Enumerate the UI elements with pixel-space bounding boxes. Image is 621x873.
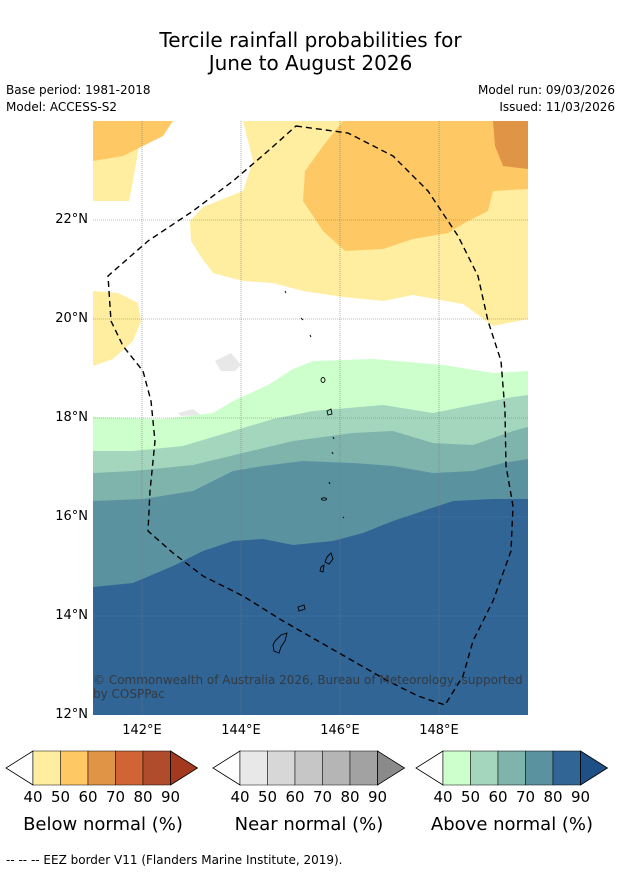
lon-label-148e: 148°E: [419, 723, 459, 738]
below-normal-50-60-region-nw: [93, 121, 173, 161]
tick-near-40: 40: [230, 788, 250, 806]
colorbar-near-normal-extend-high: [377, 750, 406, 786]
tick-above-50: 50: [460, 788, 481, 806]
lat-label-16n: 16°N: [55, 509, 88, 524]
below-normal-60-70-region-ne: [493, 121, 528, 169]
colorbar-below-normal-extend-low: [5, 750, 34, 786]
colorbar-below-normal-segment-50-60: [60, 750, 89, 786]
colorbar-above-normal-segment-50-60: [470, 750, 499, 786]
rainfall-probability-map: [93, 121, 528, 715]
colorbar-below-normal: [5, 750, 199, 786]
model-name: Model: ACCESS-S2: [6, 100, 118, 114]
colorbar-near-normal-segment-70-80: [322, 750, 351, 786]
colorbar-below-normal-segment-70-80: [115, 750, 144, 786]
colorbar-near-normal-segment-40-50: [239, 750, 268, 786]
tick-above-60: 60: [488, 788, 508, 806]
colorbar-below-normal-segments: [5, 750, 199, 786]
lat-label-22n: 22°N: [55, 212, 88, 227]
map-gridlines: [93, 121, 528, 715]
tick-above-80: 80: [543, 788, 563, 806]
tick-below-40: 40: [23, 788, 43, 806]
tick-below-50: 50: [50, 788, 71, 806]
colorbar-near-normal-segments: [212, 750, 406, 786]
tick-near-70: 70: [312, 788, 333, 806]
colorbar-above-normal-extend-high: [580, 750, 609, 786]
colorbar-above-normal-segments: [415, 750, 609, 786]
lon-label-144e: 144°E: [221, 723, 261, 738]
lat-label-20n: 20°N: [55, 311, 88, 326]
colorbar-above-normal: [415, 750, 609, 786]
eez-border-line: [107, 125, 514, 706]
colorbar-near-normal: [212, 750, 406, 786]
colorbar-below-normal-label: Below normal (%): [23, 814, 183, 835]
tick-below-70: 70: [105, 788, 126, 806]
below-normal-40-50-region-sw: [93, 291, 141, 366]
copyright-text: © Commonwealth of Australia 2026, Bureau…: [93, 673, 523, 701]
tick-below-80: 80: [133, 788, 153, 806]
colorbar-below-normal-segment-40-50: [32, 750, 61, 786]
above-normal-80-90-region: [93, 499, 528, 715]
colorbar-above-normal-segment-40-50: [442, 750, 471, 786]
tick-above-90: 90: [570, 788, 591, 806]
colorbar-above-normal-segment-60-70: [497, 750, 526, 786]
island-outlines: [272, 290, 345, 654]
colorbar-below-normal-segment-60-70: [87, 750, 116, 786]
tick-near-80: 80: [340, 788, 360, 806]
colorbar-near-normal-segment-60-70: [294, 750, 323, 786]
tick-near-50: 50: [257, 788, 278, 806]
base-period: Base period: 1981-2018: [6, 83, 151, 97]
colorbar-near-normal-segment-80-90: [349, 750, 378, 786]
tick-above-70: 70: [515, 788, 536, 806]
lon-label-146e: 146°E: [320, 723, 360, 738]
chart-title-line2: June to August 2026: [208, 51, 413, 75]
colorbar-below-normal-extend-high: [170, 750, 199, 786]
tick-below-90: 90: [160, 788, 181, 806]
colorbar-above-normal-label: Above normal (%): [430, 814, 594, 835]
lon-label-142e: 142°E: [122, 723, 162, 738]
model-run: Model run: 09/03/2026: [477, 83, 615, 97]
below-normal-50-60-region-ne: [303, 121, 528, 251]
chart-title-line1: Tercile rainfall probabilities for: [159, 28, 462, 52]
colorbar-above-normal-extend-low: [415, 750, 444, 786]
near-normal-40-50-patch-1: [215, 353, 241, 371]
issued-date: Issued: 11/03/2026: [499, 100, 615, 114]
colorbar-near-normal-segment-50-60: [267, 750, 296, 786]
colorbar-near-normal-label: Near normal (%): [234, 814, 384, 835]
eez-border-footnote: -- -- -- EEZ border V11 (Flanders Marine…: [6, 853, 343, 867]
colorbar-near-normal-extend-low: [212, 750, 241, 786]
tick-near-60: 60: [285, 788, 305, 806]
tick-above-40: 40: [433, 788, 453, 806]
colorbar-above-normal-segment-70-80: [525, 750, 554, 786]
map-canvas: [93, 121, 528, 715]
near-normal-40-50-patch-2: [178, 409, 201, 416]
tick-below-60: 60: [78, 788, 98, 806]
colorbar-above-normal-segment-80-90: [552, 750, 581, 786]
tick-near-90: 90: [367, 788, 388, 806]
lat-label-12n: 12°N: [55, 707, 88, 722]
colorbar-below-normal-segment-80-90: [142, 750, 171, 786]
lat-label-18n: 18°N: [55, 410, 88, 425]
lat-label-14n: 14°N: [55, 608, 88, 623]
